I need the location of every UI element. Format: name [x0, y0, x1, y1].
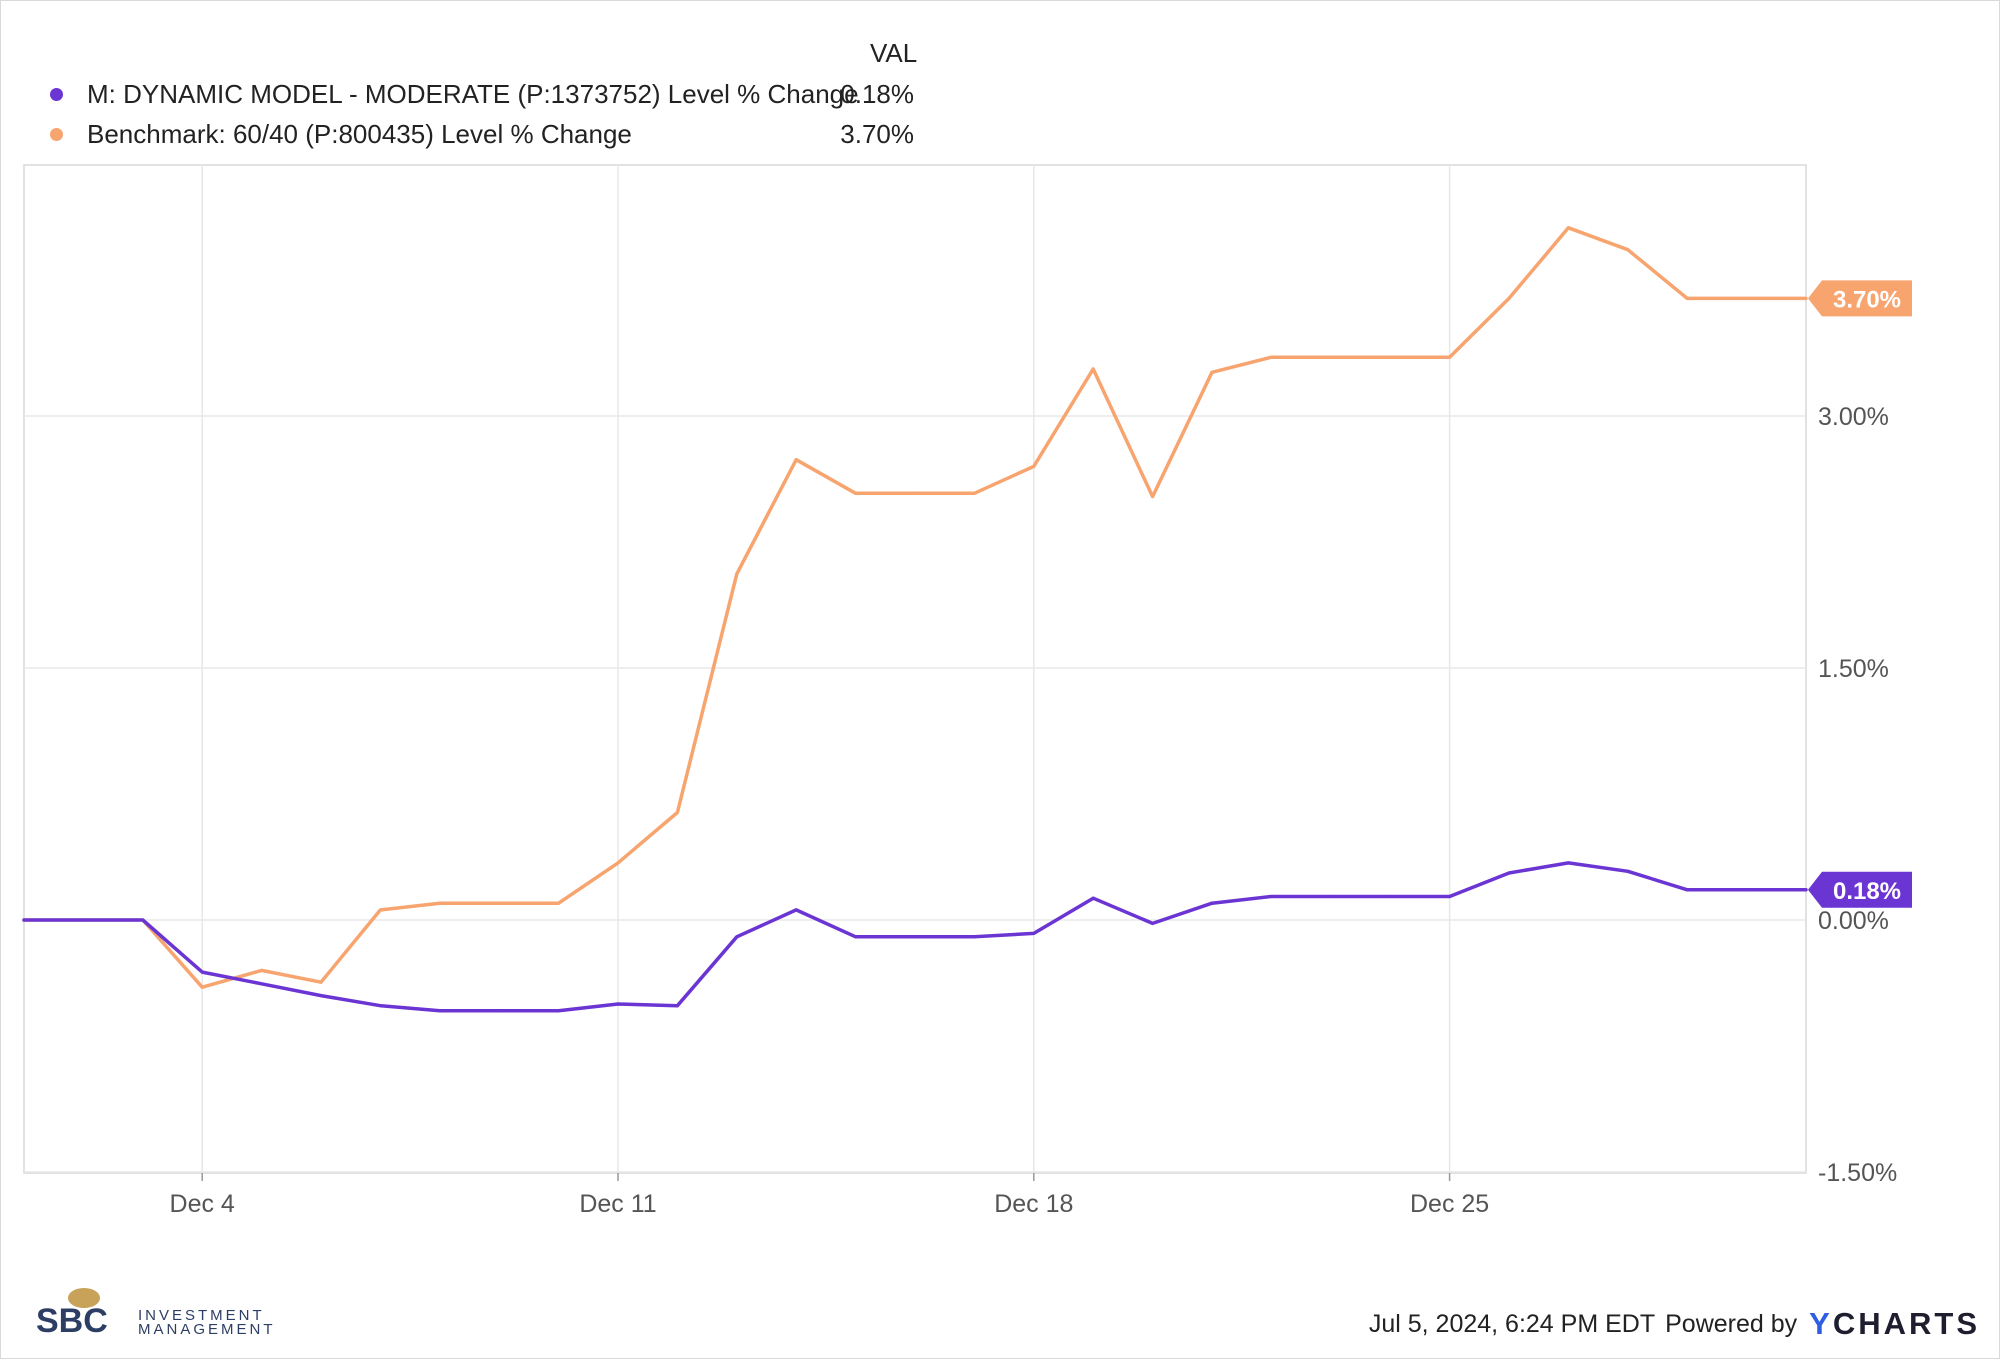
data-point: [616, 1002, 620, 1006]
ycharts-logo-rest: CHARTS: [1832, 1306, 1980, 1341]
data-point: [1388, 894, 1392, 898]
legend-label-benchmark: Benchmark: 60/40 (P:800435) Level % Chan…: [87, 118, 632, 149]
series-line-benchmark: [22, 226, 1808, 989]
y-tick-label: 3.00%: [1818, 403, 1889, 431]
data-point: [1448, 355, 1452, 359]
data-point: [22, 918, 26, 922]
data-point: [141, 918, 145, 922]
data-point: [1566, 861, 1570, 865]
data-point: [735, 935, 739, 939]
logo-line2: MANAGEMENT: [138, 1321, 276, 1338]
y-tick-label: 1.50%: [1818, 655, 1889, 683]
data-point: [1269, 355, 1273, 359]
data-point: [557, 1009, 561, 1013]
data-point: [972, 935, 976, 939]
legend-dot-benchmark: [50, 127, 63, 141]
data-point: [378, 908, 382, 912]
data-point: [794, 458, 798, 462]
footer-powered-by: Powered by: [1665, 1309, 1798, 1338]
data-point: [1151, 495, 1155, 499]
legend-label-model: M: DYNAMIC MODEL - MODERATE (P:1373752) …: [87, 78, 859, 109]
data-point: [200, 985, 204, 989]
legend-value-header: VAL: [870, 38, 918, 68]
sbc-logo: SBC INVESTMENT MANAGEMENT: [34, 1278, 294, 1338]
data-point: [260, 982, 264, 986]
data-point: [1507, 871, 1511, 875]
end-label-benchmark: 3.70%: [1833, 286, 1901, 313]
data-point: [1745, 888, 1749, 892]
data-point: [854, 935, 858, 939]
footer-timestamp: Jul 5, 2024, 6:24 PM EDT: [1368, 1309, 1656, 1338]
data-point: [319, 994, 323, 998]
x-tick-label: Dec 18: [994, 1190, 1073, 1218]
data-point: [1745, 296, 1749, 300]
legend-value-model: 0.18%: [840, 78, 914, 109]
data-point: [1448, 894, 1452, 898]
legend-value-benchmark: 3.70%: [840, 118, 914, 149]
data-point: [1032, 464, 1036, 468]
data-point: [913, 935, 917, 939]
data-point: [1685, 888, 1689, 892]
data-point: [1566, 226, 1570, 230]
data-point: [913, 491, 917, 495]
y-tick-label: 0.00%: [1818, 907, 1889, 935]
data-point: [497, 1009, 501, 1013]
end-label-model-tag: [1808, 871, 1912, 908]
y-tick-label: -1.50%: [1818, 1159, 1897, 1187]
data-point: [438, 1009, 442, 1013]
data-point: [557, 901, 561, 905]
data-point: [1032, 931, 1036, 935]
data-point: [1388, 355, 1392, 359]
x-tick-label: Dec 11: [579, 1190, 656, 1218]
data-point: [1151, 921, 1155, 925]
x-tick-label: Dec 4: [170, 1190, 235, 1218]
data-point: [1091, 367, 1095, 371]
x-tick-label: Dec 25: [1410, 1190, 1489, 1218]
data-point: [616, 861, 620, 865]
data-point: [1507, 296, 1511, 300]
data-point: [1626, 248, 1630, 252]
data-point: [972, 491, 976, 495]
data-point: [1210, 370, 1214, 374]
legend-dot-model: [50, 87, 63, 101]
ycharts-logo-y: Y: [1809, 1306, 1833, 1341]
footer-attribution: Jul 5, 2024, 6:24 PM EDT Powered by YCHA…: [1369, 1306, 1980, 1342]
data-point: [1269, 894, 1273, 898]
data-point: [1210, 901, 1214, 905]
data-point: [1804, 296, 1808, 300]
data-point: [438, 901, 442, 905]
legend-item-benchmark[interactable]: Benchmark: 60/40 (P:800435) Level % Chan…: [50, 116, 930, 152]
data-point: [735, 572, 739, 576]
data-point: [1685, 296, 1689, 300]
end-label-model: 0.18%: [1833, 878, 1901, 905]
data-point: [854, 491, 858, 495]
data-point: [675, 810, 679, 814]
data-point: [81, 918, 85, 922]
data-point: [319, 980, 323, 984]
data-point: [1329, 894, 1333, 898]
legend-item-model[interactable]: M: DYNAMIC MODEL - MODERATE (P:1373752) …: [50, 76, 930, 112]
ycharts-logo[interactable]: YCHARTS: [1809, 1306, 1980, 1342]
data-point: [794, 908, 798, 912]
plot-area-border: [23, 164, 1807, 1174]
data-point: [260, 968, 264, 972]
data-point: [378, 1004, 382, 1008]
data-point: [200, 970, 204, 974]
end-label-benchmark-tag: [1808, 280, 1912, 317]
data-point: [1626, 869, 1630, 873]
logo-main-text: SBC: [36, 1302, 108, 1338]
logo-owl-icon: [68, 1288, 100, 1308]
data-point: [497, 901, 501, 905]
sbc-logo-mark: SBC INVESTMENT MANAGEMENT: [36, 1288, 276, 1338]
data-point: [1329, 355, 1333, 359]
data-point: [675, 1004, 679, 1008]
data-point: [1091, 896, 1095, 900]
logo-line1: INVESTMENT: [138, 1307, 265, 1324]
data-point: [1804, 888, 1808, 892]
